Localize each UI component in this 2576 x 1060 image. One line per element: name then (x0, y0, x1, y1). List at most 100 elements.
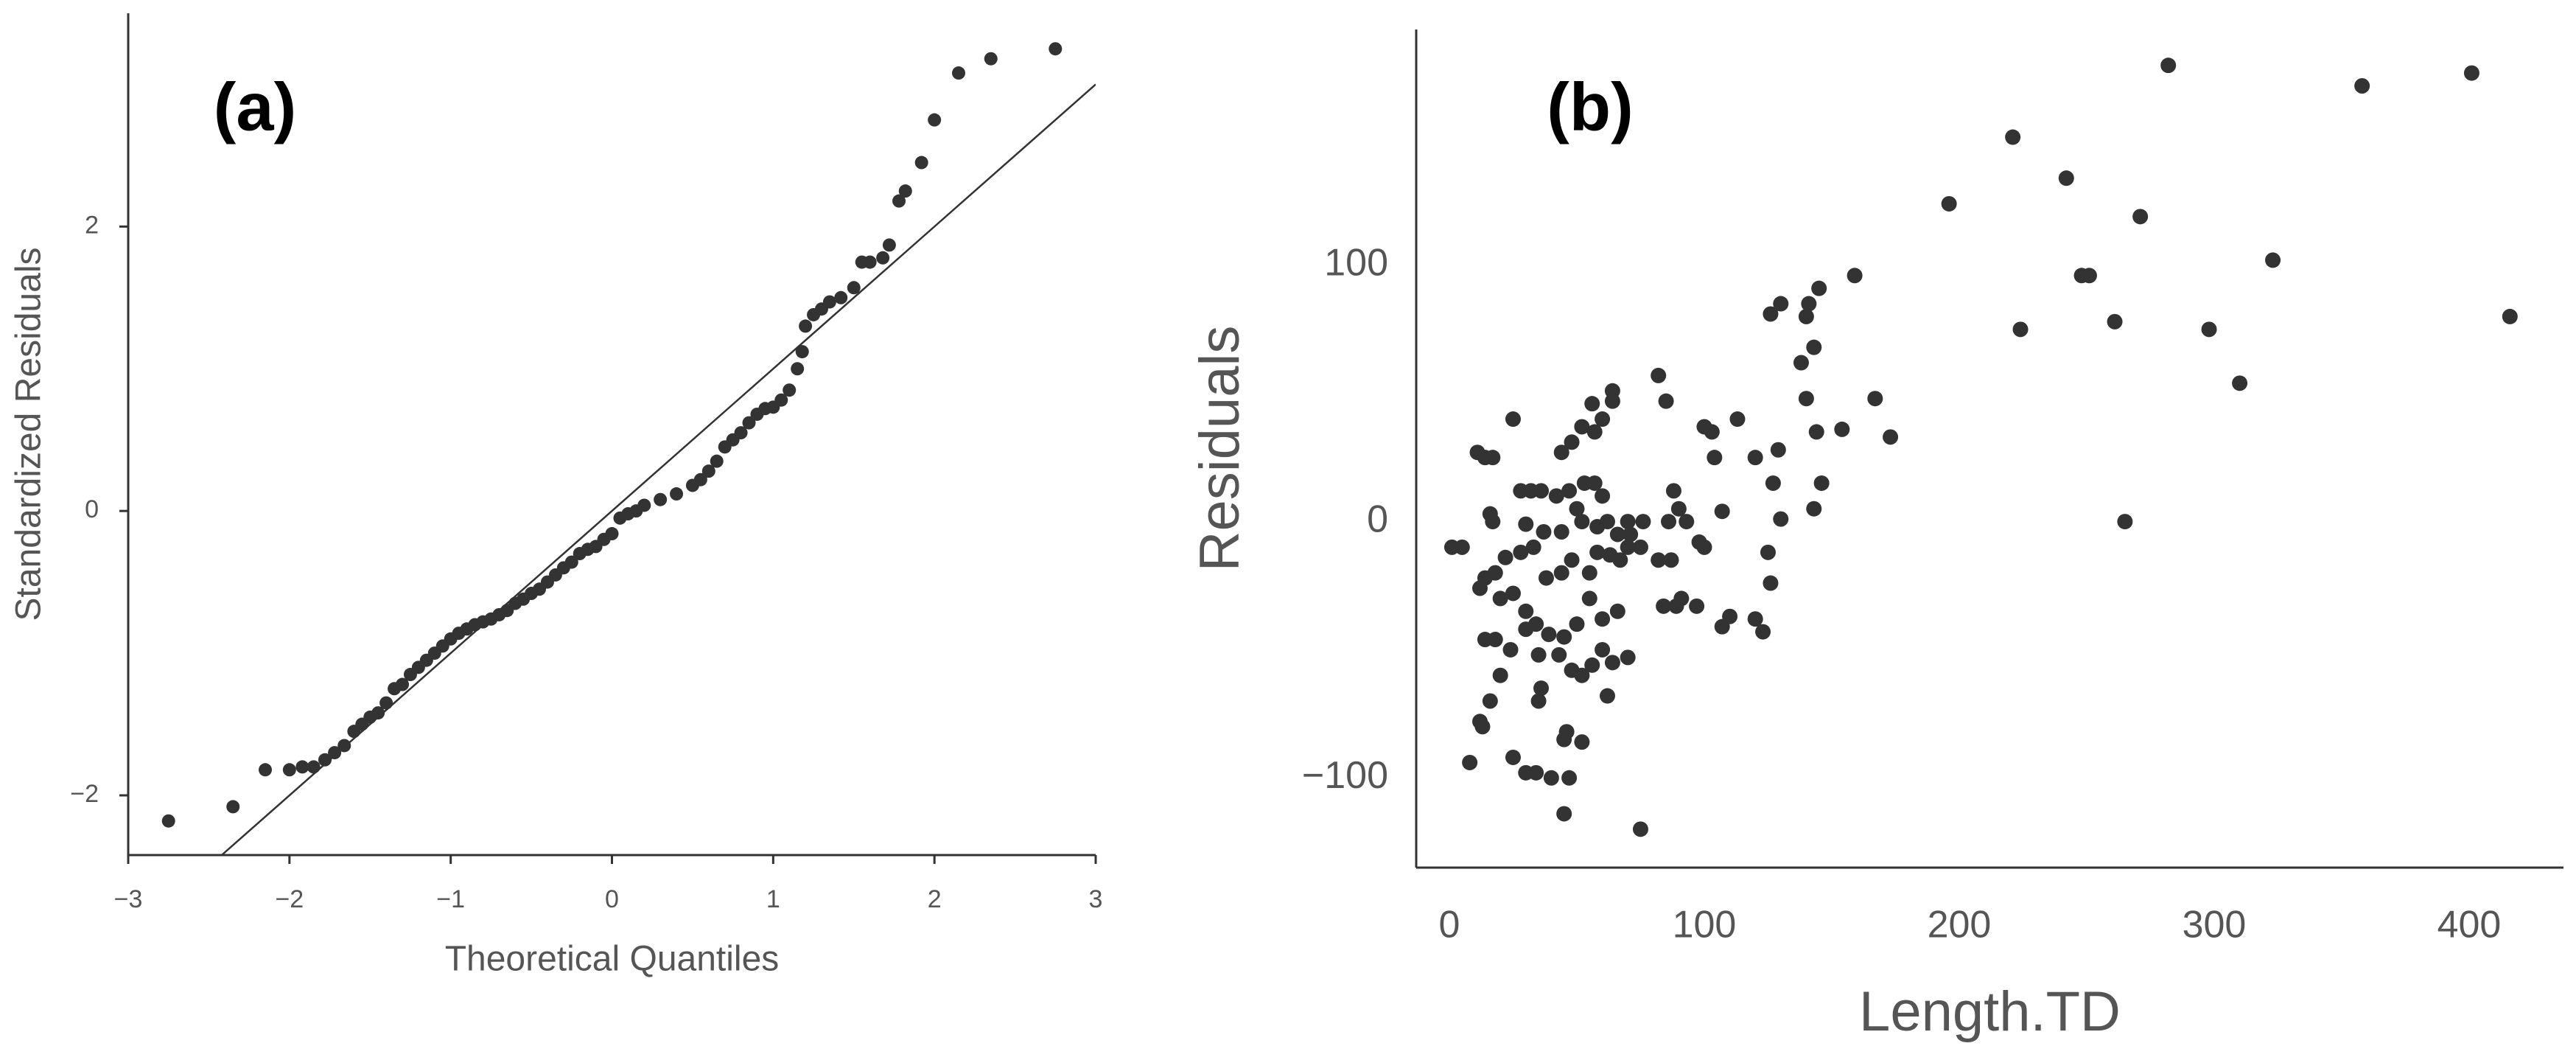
y-tick-label: −100 (1302, 754, 1388, 797)
chart: −3 −2 −1 0 1 2 3 −2 0 2 Theoretical Quantiles Stand… (10, 13, 1102, 979)
point (1696, 539, 1712, 555)
point (161, 814, 175, 828)
point (1651, 367, 1667, 383)
x-tick-label: 400 (2437, 904, 2502, 946)
point (1553, 565, 1569, 581)
point (1584, 396, 1600, 412)
point (1801, 296, 1817, 312)
point (1556, 629, 1572, 645)
point (637, 498, 651, 512)
point (876, 251, 890, 265)
x-tick-label: 1 (766, 885, 780, 913)
point (1765, 475, 1781, 491)
point (1623, 526, 1639, 543)
point (1492, 590, 1508, 607)
point (670, 487, 684, 501)
x-axis-title: Length.TD (1859, 980, 2121, 1043)
point (701, 464, 715, 478)
point (1586, 424, 1603, 440)
point (371, 706, 385, 720)
point (2265, 252, 2281, 268)
point (1485, 514, 1501, 530)
point (328, 746, 342, 760)
point (1600, 688, 1615, 704)
x-tick-label: −2 (275, 885, 304, 913)
point (898, 184, 912, 198)
point (742, 416, 756, 430)
point (1574, 419, 1590, 435)
point (1747, 450, 1763, 466)
point (1668, 598, 1684, 614)
point (1834, 421, 1850, 437)
point (1620, 649, 1636, 666)
chart: 0 100 200 300 400 −100 0 100 Length.TD Residuals (… (1189, 29, 2563, 1043)
point (863, 255, 877, 269)
point (1602, 547, 1618, 563)
point (1553, 524, 1569, 540)
point (1474, 719, 1491, 735)
point (1941, 195, 1957, 212)
point (564, 555, 578, 569)
point (834, 290, 848, 304)
point (1472, 580, 1488, 596)
point (2354, 77, 2370, 94)
point (2081, 268, 2097, 284)
point (1689, 598, 1705, 614)
point (1518, 516, 1534, 532)
x-tick-label: 0 (1439, 904, 1460, 946)
point (1793, 355, 1809, 371)
panel-label: (a) (214, 69, 296, 144)
point (1620, 539, 1636, 555)
point (1556, 806, 1572, 822)
point (1755, 624, 1771, 640)
point (1595, 488, 1611, 504)
y-tick-label: 0 (85, 495, 99, 523)
point (2502, 308, 2518, 324)
point (1609, 526, 1625, 543)
point (654, 492, 668, 506)
point (1847, 268, 1863, 284)
point (799, 319, 813, 333)
point (1574, 734, 1590, 750)
point (1798, 391, 1814, 407)
point (2107, 313, 2123, 329)
point (337, 739, 351, 753)
x-tick-label: −3 (114, 885, 143, 913)
point (1505, 411, 1521, 428)
point (1808, 424, 1824, 440)
point (1632, 821, 1648, 837)
x-tick-label: −1 (436, 885, 465, 913)
point (2132, 209, 2149, 225)
point (1586, 475, 1603, 491)
point (892, 194, 906, 208)
y-tick-label: −2 (70, 780, 99, 808)
point (2117, 514, 2133, 530)
point (1564, 662, 1580, 678)
point (1543, 770, 1559, 786)
point (307, 760, 321, 774)
point (1569, 501, 1585, 517)
point (1538, 570, 1554, 586)
point (259, 763, 273, 777)
x-tick-label: 0 (605, 885, 619, 913)
point (795, 345, 809, 359)
point (951, 66, 965, 80)
point (1548, 488, 1564, 504)
reference-line (220, 83, 1096, 855)
point (1620, 514, 1636, 530)
point (1806, 501, 1822, 517)
point (1714, 618, 1730, 635)
y-axis-title: Residuals (1189, 326, 1251, 572)
y-tick-label: 100 (1324, 242, 1388, 285)
point (1670, 501, 1687, 517)
point (1798, 308, 1814, 324)
point (1564, 434, 1580, 450)
point (1661, 514, 1677, 530)
point (1581, 565, 1597, 581)
point (1487, 632, 1503, 648)
point (1462, 754, 1478, 770)
point (1663, 552, 1679, 568)
point (1513, 544, 1529, 560)
point (1813, 475, 1830, 491)
point (847, 281, 861, 295)
